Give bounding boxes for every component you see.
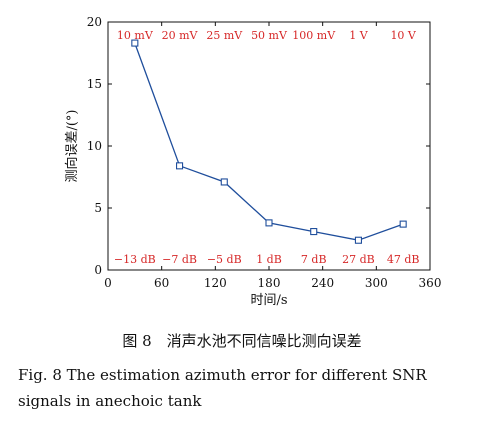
data-point-marker	[310, 228, 318, 236]
y-tick-label: 20	[87, 15, 102, 29]
snr-label: 1 dB	[256, 253, 282, 266]
y-tick-label: 5	[94, 201, 102, 215]
snr-label: −5 dB	[207, 253, 242, 266]
chart-annotations: 10 mV 20 mV 25 mV 50 mV 100 mV 1 V 10 V−13 dB −…	[114, 29, 420, 266]
data-point-marker	[176, 162, 184, 170]
x-tick-label: 180	[258, 276, 281, 290]
y-tick-label: 0	[94, 263, 102, 277]
signal-level-label: 20 mV	[162, 29, 199, 42]
y-tick-label: 10	[87, 139, 102, 153]
signal-level-label: 25 mV	[206, 29, 243, 42]
data-point-marker	[131, 39, 139, 47]
chart-ticks: 0 60 120 180 240 300 360 0 5 10 15 20	[87, 15, 442, 290]
signal-level-label: 1 V	[349, 29, 368, 42]
x-tick-label: 360	[419, 276, 442, 290]
y-tick-label: 15	[87, 77, 102, 91]
x-tick-label: 300	[365, 276, 388, 290]
x-tick-label: 120	[204, 276, 227, 290]
x-tick-label: 0	[104, 276, 112, 290]
data-point-marker	[265, 219, 273, 227]
signal-level-label: 10 mV	[117, 29, 154, 42]
snr-label: 47 dB	[387, 253, 420, 266]
snr-label: 27 dB	[342, 253, 375, 266]
signal-level-label: 100 mV	[292, 29, 336, 42]
data-line	[134, 42, 404, 241]
x-axis-title: 时间/s	[250, 293, 287, 308]
chart-axes	[107, 21, 431, 271]
data-point-marker	[399, 220, 407, 228]
snr-label: 7 dB	[301, 253, 327, 266]
snr-label: −13 dB	[114, 253, 156, 266]
data-point-marker	[354, 236, 362, 244]
signal-level-label: 50 mV	[251, 29, 288, 42]
y-axis-title: 测向误差/(°)	[64, 109, 80, 182]
figure-caption-english: Fig. 8 The estimation azimuth error for …	[18, 366, 427, 410]
snr-label: −7 dB	[162, 253, 197, 266]
figure-caption-chinese: 图 8 消声水池不同信噪比测向误差	[122, 332, 362, 350]
x-tick-label: 240	[311, 276, 334, 290]
x-tick-label: 60	[154, 276, 169, 290]
chart-series	[131, 39, 407, 244]
plot-frame	[107, 21, 431, 271]
signal-level-label: 10 V	[390, 29, 416, 42]
data-point-marker	[220, 178, 228, 186]
